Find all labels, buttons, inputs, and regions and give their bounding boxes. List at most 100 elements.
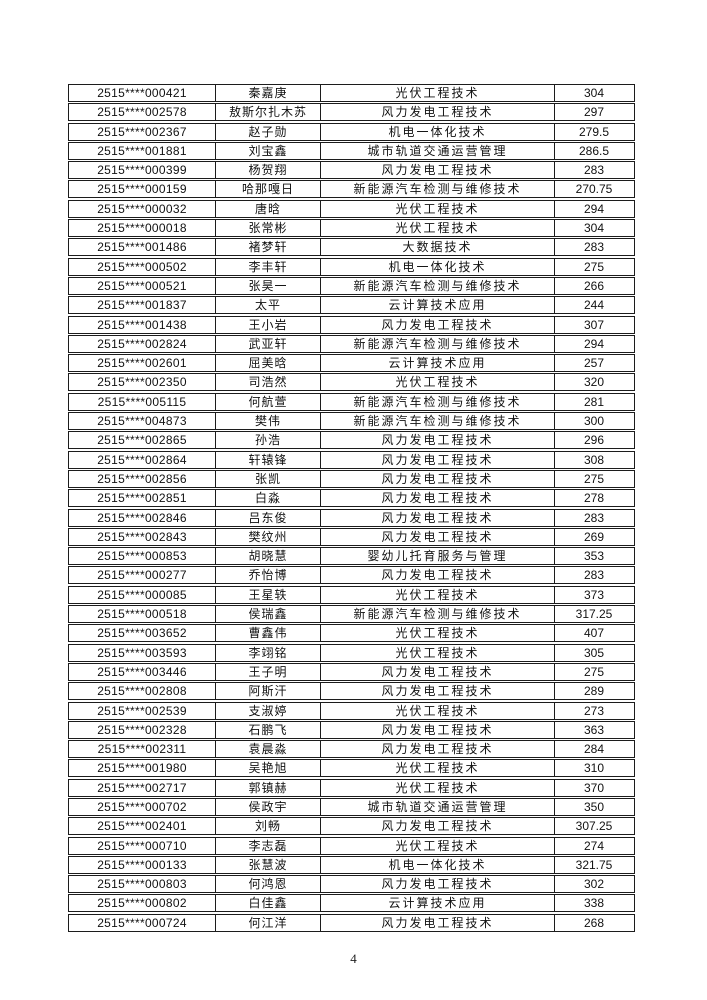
major-cell: 风力发电工程技术 <box>321 914 555 931</box>
candidate-name-cell: 太平 <box>216 297 321 314</box>
major-cell: 风力发电工程技术 <box>321 509 555 526</box>
table-row: 2515****002717 郭镇赫 光伏工程技术 370 <box>68 778 635 797</box>
score-cell: 244 <box>583 298 605 313</box>
candidate-name-cell: 吕东俊 <box>216 509 321 526</box>
score-cell: 370 <box>583 780 605 795</box>
candidate-name-cell: 白佳鑫 <box>216 895 321 912</box>
table-row: 2515****004873 樊伟 新能源汽车检测与维修技术 300 <box>68 412 635 431</box>
candidate-name-cell: 樊伟 <box>216 413 321 430</box>
table-row: 2515****000502 李丰轩 机电一体化技术 275 <box>68 257 635 276</box>
candidate-name-cell: 张慧波 <box>216 856 321 873</box>
table-row: 2515****000018 张常彬 光伏工程技术 304 <box>68 219 635 238</box>
candidate-name-cell: 白淼 <box>216 490 321 507</box>
score-cell: 257 <box>583 356 605 371</box>
candidate-name-cell: 孙浩 <box>216 432 321 449</box>
major-cell: 风力发电工程技术 <box>321 316 555 333</box>
score-cell: 281 <box>583 394 605 409</box>
candidate-id-cell: 2515****002865 <box>69 432 216 449</box>
table-row: 2515****001438 王小岩 风力发电工程技术 307 <box>68 315 635 334</box>
major-cell: 风力发电工程技术 <box>321 663 555 680</box>
major-cell: 风力发电工程技术 <box>321 567 555 584</box>
candidate-name-cell: 郭镇赫 <box>216 779 321 796</box>
score-cell: 297 <box>583 105 605 120</box>
candidate-id-cell: 2515****000853 <box>69 548 216 565</box>
results-table: 2515****000421 秦嘉庚 光伏工程技术 304 2515****002578… <box>68 84 635 932</box>
major-cell: 风力发电工程技术 <box>321 162 555 179</box>
score-cell: 350 <box>583 799 605 814</box>
score-cell: 269 <box>583 529 605 544</box>
candidate-name-cell: 何鸿恩 <box>216 876 321 893</box>
candidate-name-cell: 李翊铭 <box>216 644 321 661</box>
score-cell: 268 <box>583 915 605 930</box>
major-cell: 机电一体化技术 <box>321 123 555 140</box>
candidate-name-cell: 唐晗 <box>216 200 321 217</box>
candidate-name-cell: 胡晓慧 <box>216 548 321 565</box>
score-cell: 283 <box>583 163 605 178</box>
candidate-name-cell: 武亚轩 <box>216 335 321 352</box>
score-cell: 304 <box>583 86 605 100</box>
candidate-name-cell: 阿斯汗 <box>216 683 321 700</box>
candidate-id-cell: 2515****000277 <box>69 567 216 584</box>
table-row: 2515****000710 李志磊 光伏工程技术 274 <box>68 836 635 855</box>
score-cell: 283 <box>583 510 605 525</box>
candidate-name-cell: 张昊一 <box>216 277 321 294</box>
table-row: 2515****001486 褚梦轩 大数据技术 283 <box>68 238 635 257</box>
major-cell: 光伏工程技术 <box>321 644 555 661</box>
candidate-id-cell: 2515****002851 <box>69 490 216 507</box>
major-cell: 光伏工程技术 <box>321 220 555 237</box>
score-cell: 373 <box>583 587 605 602</box>
major-cell: 风力发电工程技术 <box>321 721 555 738</box>
score-cell: 300 <box>583 414 605 429</box>
table-row: 2515****003652 曹鑫伟 光伏工程技术 407 <box>68 624 635 643</box>
score-cell: 284 <box>583 742 605 757</box>
table-row: 2515****002578 敖斯尔扎木苏 风力发电工程技术 297 <box>68 103 635 122</box>
candidate-id-cell: 2515****002539 <box>69 702 216 719</box>
major-cell: 风力发电工程技术 <box>321 741 555 758</box>
candidate-id-cell: 2515****003593 <box>69 644 216 661</box>
major-cell: 机电一体化技术 <box>321 258 555 275</box>
candidate-id-cell: 2515****002311 <box>69 741 216 758</box>
candidate-name-cell: 刘畅 <box>216 818 321 835</box>
major-cell: 新能源汽车检测与维修技术 <box>321 335 555 352</box>
candidate-name-cell: 哈那嘎日 <box>216 181 321 198</box>
table-row: 2515****001980 吴艳旭 光伏工程技术 310 <box>68 759 635 778</box>
candidate-name-cell: 王子明 <box>216 663 321 680</box>
score-cell: 294 <box>583 336 605 351</box>
major-cell: 风力发电工程技术 <box>321 683 555 700</box>
candidate-name-cell: 屈美晗 <box>216 355 321 372</box>
table-row: 2515****000803 何鸿恩 风力发电工程技术 302 <box>68 875 635 894</box>
major-cell: 光伏工程技术 <box>321 702 555 719</box>
major-cell: 风力发电工程技术 <box>321 528 555 545</box>
major-cell: 风力发电工程技术 <box>321 876 555 893</box>
candidate-name-cell: 王星轶 <box>216 586 321 603</box>
table-row: 2515****000399 杨贺翔 风力发电工程技术 283 <box>68 161 635 180</box>
table-row: 2515****002856 张凯 风力发电工程技术 275 <box>68 469 635 488</box>
score-cell: 321.75 <box>575 857 613 872</box>
candidate-id-cell: 2515****002367 <box>69 123 216 140</box>
score-cell: 304 <box>583 221 605 236</box>
score-cell: 338 <box>583 896 605 911</box>
score-cell: 273 <box>583 703 605 718</box>
candidate-name-cell: 樊纹州 <box>216 528 321 545</box>
candidate-id-cell: 2515****000518 <box>69 606 216 623</box>
candidate-id-cell: 2515****000521 <box>69 277 216 294</box>
candidate-id-cell: 2515****000502 <box>69 258 216 275</box>
score-cell: 278 <box>583 491 605 506</box>
candidate-id-cell: 2515****003446 <box>69 663 216 680</box>
major-cell: 光伏工程技术 <box>321 760 555 777</box>
score-cell: 317.25 <box>575 607 613 622</box>
major-cell: 云计算技术应用 <box>321 297 555 314</box>
table-row: 2515****002808 阿斯汗 风力发电工程技术 289 <box>68 682 635 701</box>
score-cell: 296 <box>583 433 605 448</box>
score-cell: 305 <box>583 645 605 660</box>
candidate-name-cell: 王小岩 <box>216 316 321 333</box>
score-cell: 275 <box>583 664 605 679</box>
table-row: 2515****001881 刘宝鑫 城市轨道交通运营管理 286.5 <box>68 141 635 160</box>
score-cell: 286.5 <box>578 143 610 158</box>
candidate-id-cell: 2515****000399 <box>69 162 216 179</box>
table-row: 2515****000421 秦嘉庚 光伏工程技术 304 <box>68 84 635 102</box>
table-row: 2515****003593 李翊铭 光伏工程技术 305 <box>68 643 635 662</box>
table-row: 2515****002864 轩辕锋 风力发电工程技术 308 <box>68 450 635 469</box>
candidate-id-cell: 2515****002601 <box>69 355 216 372</box>
